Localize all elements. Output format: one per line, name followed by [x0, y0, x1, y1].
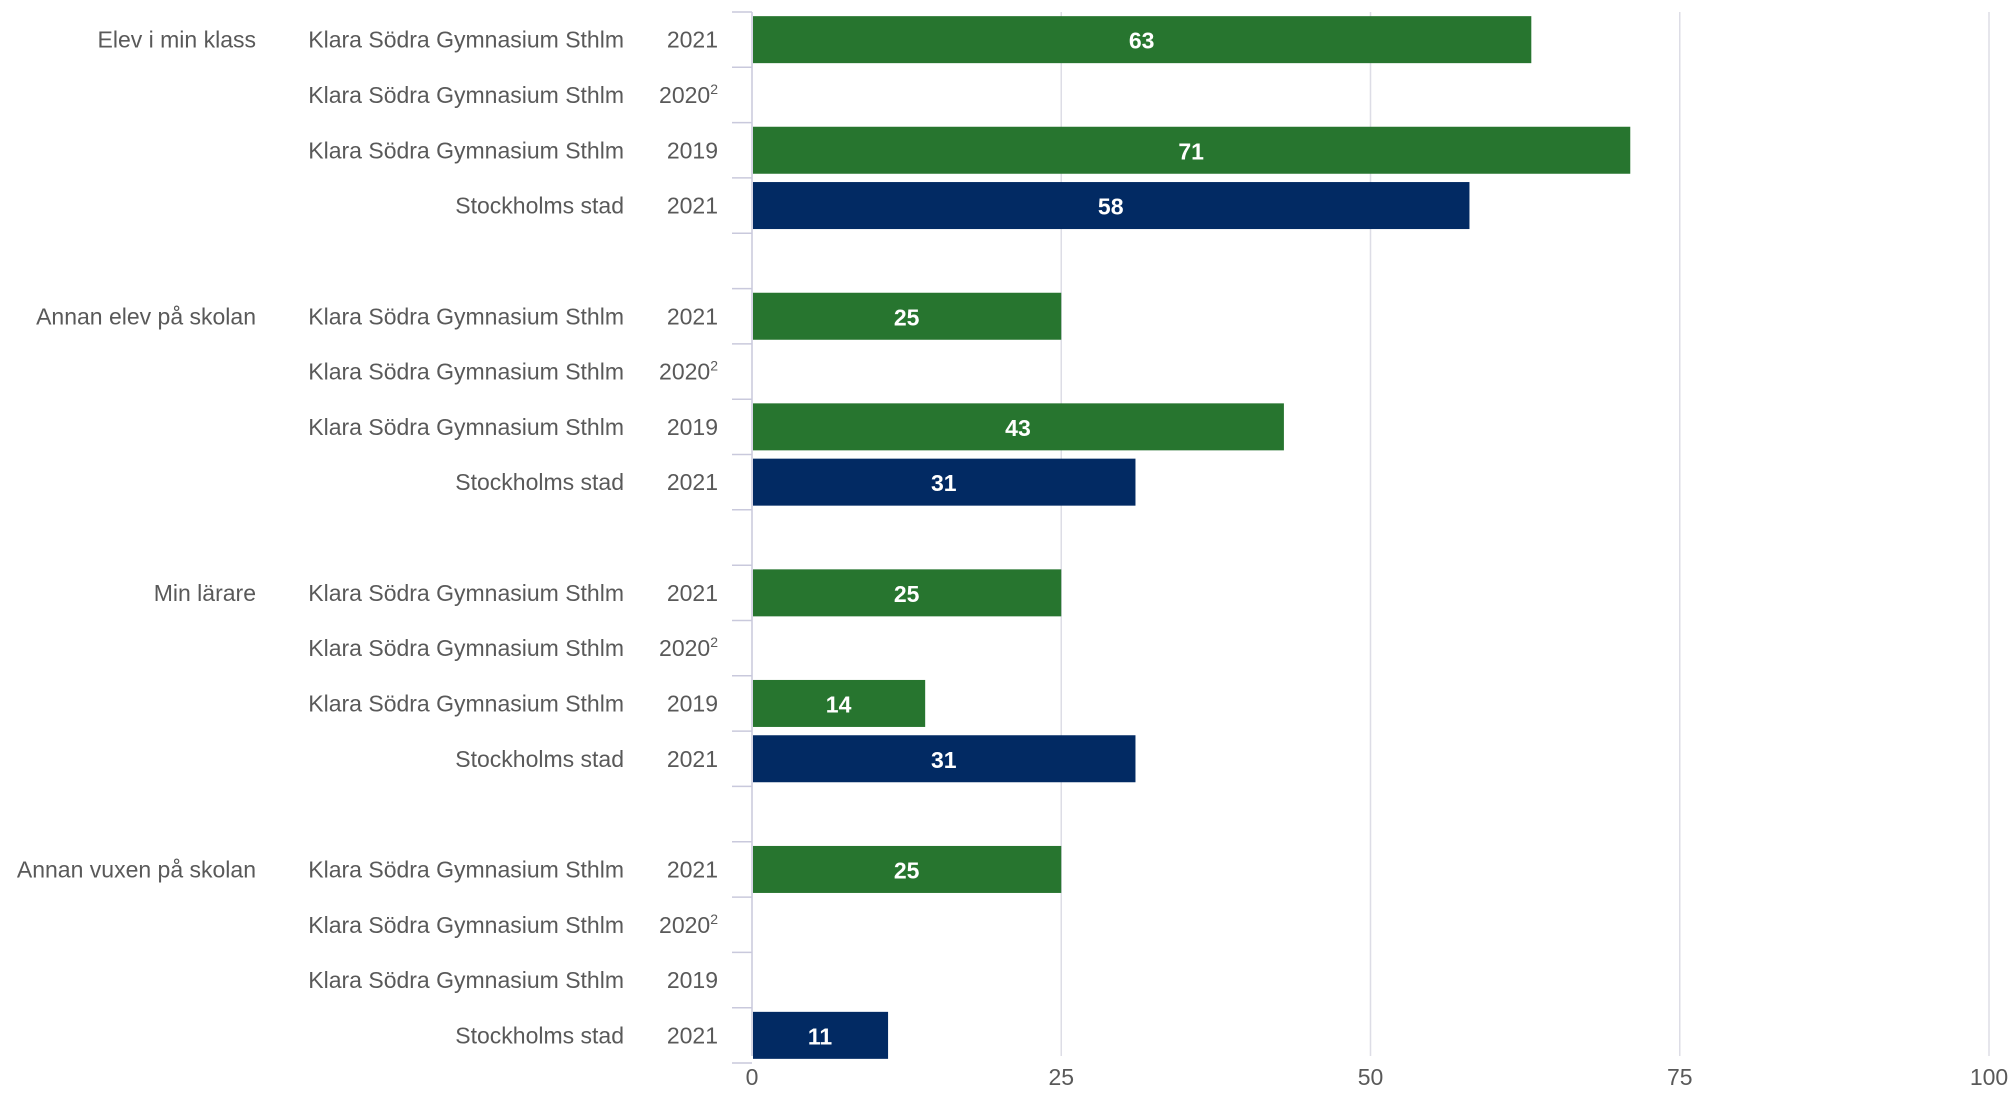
bars: 63 71 58 25 43 31 25 14 31 25 11: [753, 16, 1631, 1059]
year-label: 20202: [659, 81, 718, 108]
group-label: Elev i min klass: [98, 27, 256, 53]
year-label: 2021: [667, 193, 718, 219]
bar: [753, 1011, 889, 1059]
unit-label: Klara Södra Gymnasium Sthlm: [308, 414, 624, 440]
x-tick-label: 0: [746, 1064, 759, 1090]
unit-label: Stockholms stad: [455, 746, 624, 772]
bar-value-label: 31: [931, 470, 957, 496]
unit-label: Klara Södra Gymnasium Sthlm: [308, 635, 624, 661]
bar: [753, 126, 1631, 174]
year-label: 20202: [659, 358, 718, 385]
x-axis-ticks: 0 25 50 75 100: [746, 1064, 2009, 1090]
bar: [753, 458, 1136, 506]
bar: [753, 735, 1136, 783]
unit-label: Klara Södra Gymnasium Sthlm: [308, 912, 624, 938]
unit-label: Klara Södra Gymnasium Sthlm: [308, 580, 624, 606]
group-label: Annan elev på skolan: [36, 303, 256, 329]
bar-value-label: 25: [894, 304, 920, 330]
year-label: 2021: [667, 746, 718, 772]
year-label: 20202: [659, 911, 718, 938]
year-label: 2019: [667, 690, 718, 716]
unit-label: Klara Södra Gymnasium Sthlm: [308, 856, 624, 882]
year-label: 2021: [667, 303, 718, 329]
year-label: 2021: [667, 1022, 718, 1048]
unit-label: Klara Södra Gymnasium Sthlm: [308, 303, 624, 329]
x-tick-label: 75: [1667, 1064, 1693, 1090]
bar-value-label: 63: [1129, 28, 1155, 54]
bar: [753, 182, 1470, 230]
bar-value-label: 25: [894, 581, 920, 607]
bar: [753, 16, 1532, 64]
year-label: 2021: [667, 856, 718, 882]
bar: [753, 403, 1284, 451]
unit-label: Klara Södra Gymnasium Sthlm: [308, 359, 624, 385]
unit-label: Klara Södra Gymnasium Sthlm: [308, 27, 624, 53]
year-label: 20202: [659, 634, 718, 661]
x-tick-label: 100: [1970, 1064, 2008, 1090]
bar: [753, 292, 1062, 340]
bar: [753, 679, 926, 727]
bar-value-label: 43: [1005, 415, 1031, 441]
year-label: 2019: [667, 137, 718, 163]
year-label: 2021: [667, 580, 718, 606]
bar: [753, 569, 1062, 617]
year-label: 2019: [667, 967, 718, 993]
unit-label: Stockholms stad: [455, 469, 624, 495]
year-label: 2021: [667, 469, 718, 495]
x-tick-label: 50: [1358, 1064, 1384, 1090]
group-label: Annan vuxen på skolan: [17, 856, 256, 882]
bar-value-label: 14: [826, 691, 852, 717]
unit-label: Klara Södra Gymnasium Sthlm: [308, 82, 624, 108]
bar-value-label: 58: [1098, 194, 1124, 220]
bar-value-label: 11: [808, 1023, 833, 1049]
unit-label: Klara Södra Gymnasium Sthlm: [308, 690, 624, 716]
unit-label: Klara Södra Gymnasium Sthlm: [308, 967, 624, 993]
unit-label: Stockholms stad: [455, 1022, 624, 1048]
bar-value-label: 31: [931, 747, 957, 773]
group-label: Min lärare: [154, 580, 256, 606]
bar: [753, 845, 1062, 893]
year-label: 2019: [667, 414, 718, 440]
category-labels: Elev i min klass Klara Södra Gymnasium St…: [17, 27, 718, 1049]
unit-label: Klara Södra Gymnasium Sthlm: [308, 137, 624, 163]
x-tick-label: 25: [1048, 1064, 1074, 1090]
year-label: 2021: [667, 27, 718, 53]
y-axis: [732, 11, 753, 1064]
bar-value-label: 71: [1178, 138, 1204, 164]
bar-value-label: 25: [894, 857, 920, 883]
unit-label: Stockholms stad: [455, 193, 624, 219]
